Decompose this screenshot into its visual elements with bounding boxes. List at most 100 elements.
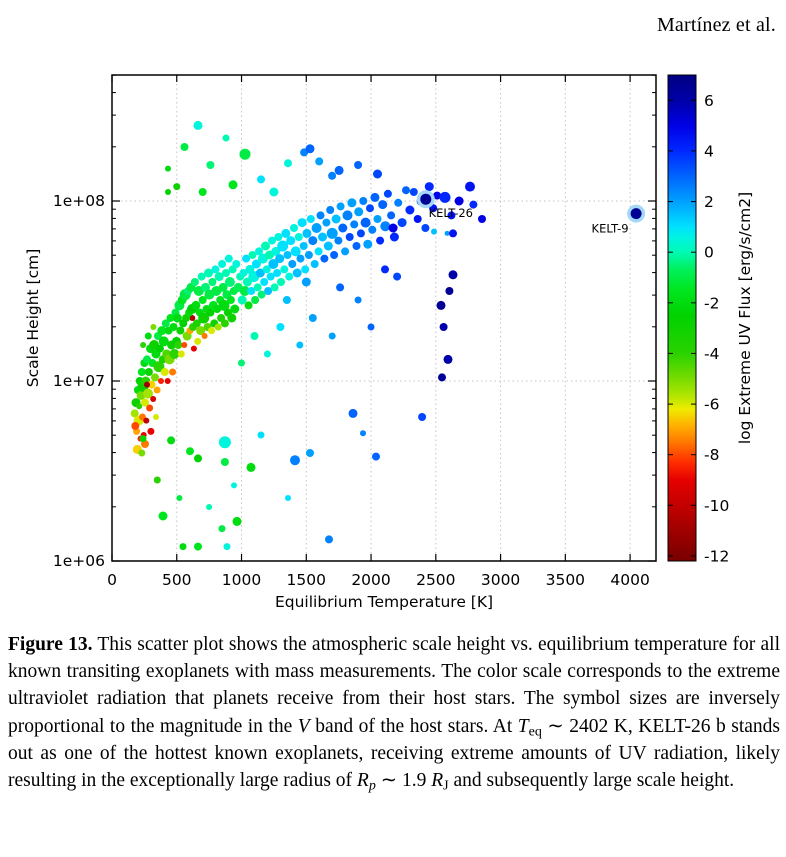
data-point <box>158 336 169 347</box>
caption-segment: eq <box>528 723 542 740</box>
data-point <box>443 354 453 364</box>
data-point <box>177 350 185 358</box>
data-point <box>147 380 156 389</box>
colorbar-tick-label: -4 <box>704 345 719 363</box>
data-point <box>387 211 396 220</box>
data-point <box>153 476 161 484</box>
scatter-plot-svg: KELT-26 KELT-9 0 500 1000 1500 2000 2500 3000 350… <box>24 74 754 611</box>
data-point <box>285 272 294 281</box>
data-point <box>158 378 164 384</box>
data-point <box>360 430 366 437</box>
x-tick-label: 2500 <box>416 571 455 589</box>
data-point <box>315 157 324 166</box>
data-point <box>449 229 457 238</box>
data-point <box>447 211 456 220</box>
caption-segment: This scatter plot shows the atmospheric … <box>8 634 780 737</box>
data-point <box>296 254 305 263</box>
data-point <box>282 296 291 304</box>
data-point <box>469 200 478 209</box>
data-point <box>271 246 281 256</box>
data-point <box>310 260 319 268</box>
data-point <box>232 516 242 526</box>
data-point <box>263 350 271 358</box>
data-point <box>198 312 210 324</box>
data-point <box>169 349 180 359</box>
data-point <box>257 431 265 439</box>
data-point <box>373 215 382 223</box>
data-point <box>157 326 167 336</box>
data-point <box>261 241 270 251</box>
data-point <box>155 344 164 353</box>
data-point <box>227 313 237 323</box>
data-point <box>478 215 486 223</box>
figure-caption: Figure 13. This scatter plot shows the a… <box>8 631 780 794</box>
data-point <box>348 408 358 418</box>
data-point <box>150 396 157 402</box>
data-point <box>173 183 181 191</box>
caption-segment: R <box>431 770 444 792</box>
data-point <box>246 462 256 472</box>
data-point <box>311 223 322 233</box>
data-point <box>341 247 350 256</box>
data-point <box>253 283 262 292</box>
data-point <box>438 373 446 382</box>
data-point <box>302 228 312 238</box>
data-point <box>141 398 149 407</box>
data-point <box>330 251 339 259</box>
colorbar-title: log Extreme UV Flux [erg/s/cm2] <box>736 192 754 444</box>
data-point <box>144 332 152 340</box>
data-point <box>169 323 178 331</box>
caption-segment: band of the host stars. At <box>309 715 518 737</box>
data-point <box>180 143 189 151</box>
data-point <box>294 233 303 241</box>
data-point <box>331 214 341 224</box>
data-point <box>194 454 202 463</box>
data-point <box>237 295 247 305</box>
data-point <box>191 300 201 310</box>
data-point <box>220 458 229 466</box>
data-point <box>352 242 361 250</box>
data-point <box>280 265 289 274</box>
data-point <box>326 227 338 239</box>
data-point <box>192 319 201 328</box>
data-point <box>368 225 377 234</box>
data-point <box>198 188 207 196</box>
data-point <box>190 278 199 286</box>
caption-segment: ∼ 2402 K, KELT-26 b stands out as one of… <box>8 715 780 792</box>
data-point <box>454 196 464 206</box>
data-point <box>257 290 266 299</box>
data-point <box>268 259 279 269</box>
data-point <box>218 525 226 533</box>
data-point <box>218 282 228 292</box>
data-point <box>137 368 146 376</box>
data-point <box>360 217 371 228</box>
data-point <box>239 269 248 277</box>
data-point <box>301 277 311 287</box>
y-tick-label: 1e+06 <box>53 552 105 570</box>
y-axis-title: Scale Height [cm] <box>24 249 42 388</box>
data-point <box>347 198 357 208</box>
data-point <box>297 218 307 228</box>
data-point <box>378 200 388 210</box>
x-tick-label: 3000 <box>481 571 520 589</box>
data-point <box>198 296 207 304</box>
data-point <box>194 337 202 345</box>
data-point <box>334 236 343 245</box>
data-point <box>222 269 230 277</box>
data-point <box>208 327 215 335</box>
data-point <box>336 283 345 292</box>
data-point <box>226 296 235 304</box>
data-point <box>363 239 373 249</box>
data-point <box>436 300 446 310</box>
data-point <box>354 207 364 217</box>
data-point <box>316 211 325 220</box>
data-point <box>144 381 150 388</box>
data-point <box>218 299 230 311</box>
data-point <box>418 413 427 421</box>
data-point <box>165 165 171 172</box>
data-point <box>214 323 222 331</box>
x-tick-label: 0 <box>107 571 117 589</box>
data-point <box>299 242 308 250</box>
data-point <box>211 265 220 274</box>
data-point <box>176 326 185 335</box>
